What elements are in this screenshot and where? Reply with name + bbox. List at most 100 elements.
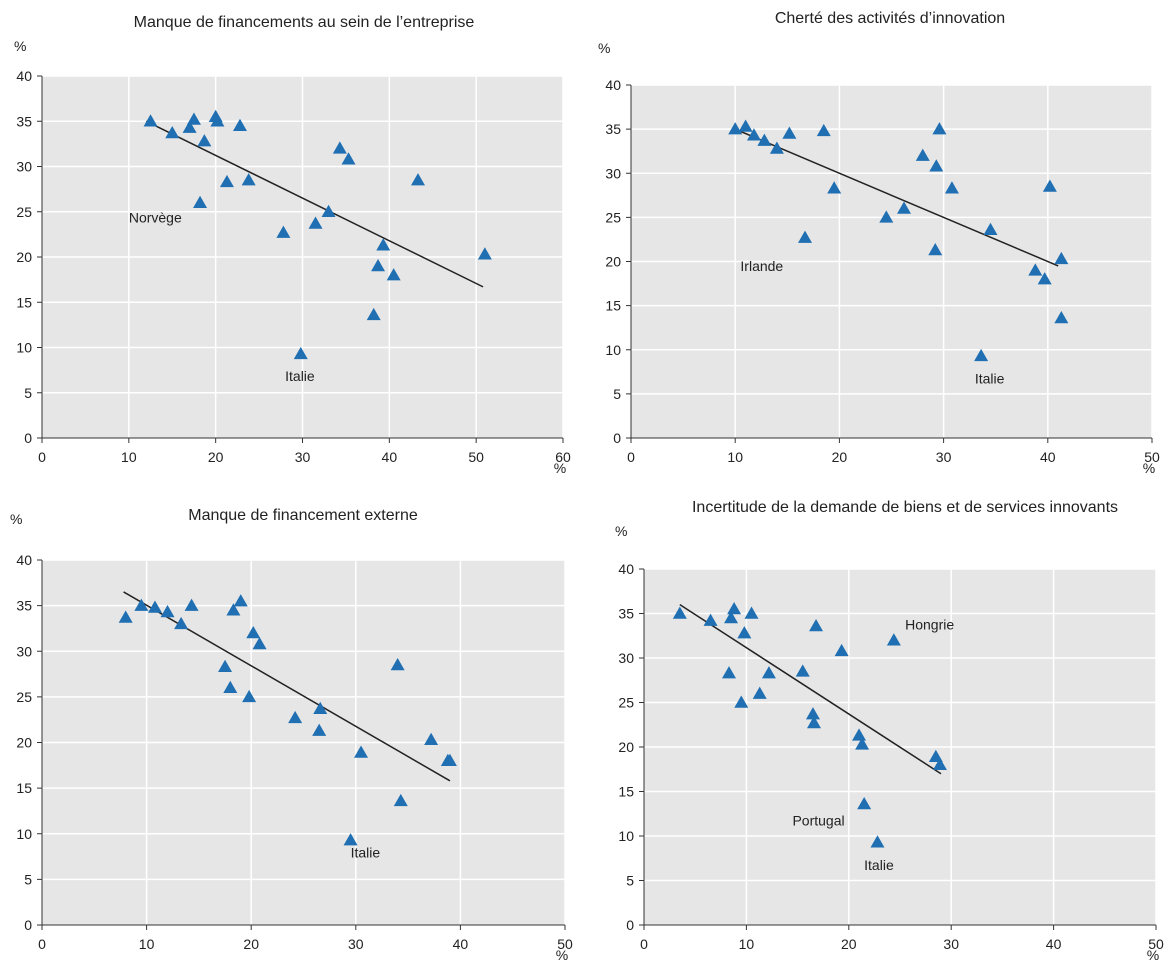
x-tick-label: 20 xyxy=(208,449,224,465)
y-tick-label: 20 xyxy=(618,739,634,755)
data-point-triangle xyxy=(134,598,149,611)
y-tick-label: 15 xyxy=(16,780,32,796)
y-tick-label: 5 xyxy=(626,873,634,889)
data-point-triangle xyxy=(354,745,369,758)
y-tick-label: 35 xyxy=(618,606,634,622)
data-point-triangle xyxy=(223,680,238,693)
scatter-chart-3: 0 10 20 30 40 50 0 5 10 15 20 25 30 35 40% Italie xyxy=(16,552,573,963)
x-tick-label: 0 xyxy=(38,936,46,952)
data-point-triangle xyxy=(782,126,797,139)
y-tick-label: 0 xyxy=(626,917,634,933)
data-point-triangle xyxy=(746,128,761,141)
x-tick-label: 40 xyxy=(1040,449,1056,465)
data-point-triangle xyxy=(852,728,867,741)
scatter-chart-2: 0 10 20 30 40 50 0 5 10 15 20 25 30 35 40% Irlande Itali… xyxy=(605,77,1160,476)
y-tick-label: 40 xyxy=(605,77,621,93)
trend-line xyxy=(734,128,1059,267)
data-point-triangle xyxy=(321,204,336,217)
x-axis-unit: % xyxy=(554,460,566,476)
data-point-triangle xyxy=(1054,310,1069,324)
data-point-triangle xyxy=(233,594,248,607)
data-point-triangle xyxy=(147,600,162,613)
data-point-triangle xyxy=(386,268,401,281)
point-annotation: Italie xyxy=(975,370,1005,386)
data-point-triangle xyxy=(293,346,308,360)
chart-panel-2: Cherté des activités d’innovation % 0 10 2… xyxy=(588,0,1176,485)
trend-line xyxy=(679,603,942,775)
chart-title: Cherté des activités d’innovation xyxy=(774,10,1006,27)
chart-title: Manque de financement externe xyxy=(188,507,418,524)
data-point-triangle xyxy=(897,201,912,214)
data-point-triangle xyxy=(246,626,261,639)
data-point-triangle xyxy=(341,152,356,165)
x-tick-label: 10 xyxy=(727,449,743,465)
data-point-triangle xyxy=(174,616,189,630)
data-point-triangle xyxy=(805,707,820,720)
scatter-chart-1: 0 10 20 30 40 50 60 0 5 10 15 20 25 30 35 40% Norvège Ita… xyxy=(16,68,571,476)
x-tick-label: 20 xyxy=(841,936,857,952)
data-point-triangle xyxy=(728,122,743,135)
data-point-triangle xyxy=(752,686,767,699)
x-tick-label: 0 xyxy=(640,936,648,952)
data-point-triangle xyxy=(915,148,930,161)
data-point-triangle xyxy=(312,723,327,736)
data-point-triangle xyxy=(724,610,739,624)
y-tick-label: 0 xyxy=(613,430,621,446)
x-tick-label: 60 xyxy=(555,449,571,465)
x-tick-label: 50 xyxy=(468,449,484,465)
x-tick-label: 50 xyxy=(1148,936,1164,952)
y-tick-label: 35 xyxy=(16,598,32,614)
data-point-triangle xyxy=(795,664,810,677)
y-tick-label: 25 xyxy=(16,204,32,220)
y-tick-label: 15 xyxy=(605,298,621,314)
data-point-triangle xyxy=(744,606,759,619)
data-point-triangle xyxy=(376,238,391,251)
x-tick-label: 10 xyxy=(739,936,755,952)
scatter-chart-4: 0 10 20 30 40 50 0 5 10 15 20 25 30 35 40% Hongrie Portu… xyxy=(618,561,1164,963)
point-annotation: Italie xyxy=(864,857,894,873)
y-tick-label: 30 xyxy=(605,165,621,181)
y-axis-unit: % xyxy=(10,511,23,527)
data-point-triangle xyxy=(165,126,180,139)
data-point-triangle xyxy=(1037,272,1052,285)
data-point-triangle xyxy=(932,757,947,771)
y-tick-label: 30 xyxy=(16,159,32,175)
chart-title: Manque de financements au sein de l’entr… xyxy=(133,14,475,31)
chart-panel-1: Manque de financements au sein de l’entr… xyxy=(0,0,588,485)
x-tick-label: 30 xyxy=(295,449,311,465)
data-point-triangle xyxy=(390,657,405,671)
data-point-triangle xyxy=(721,666,736,679)
point-annotation: Norvège xyxy=(129,210,182,226)
point-annotation: Irlande xyxy=(740,258,783,274)
data-point-triangle xyxy=(928,243,943,256)
data-point-triangle xyxy=(182,120,197,133)
y-tick-label: 10 xyxy=(16,340,32,356)
x-axis-unit: % xyxy=(556,947,568,963)
data-point-triangle xyxy=(241,173,256,186)
y-tick-label: 30 xyxy=(16,643,32,659)
data-point-triangle xyxy=(857,796,872,810)
y-tick-label: 15 xyxy=(16,294,32,310)
point-annotation: Italie xyxy=(285,368,315,384)
data-point-triangle xyxy=(886,633,901,646)
data-point-triangle xyxy=(276,225,291,238)
data-point-triangle xyxy=(219,174,234,188)
point-annotation: Italie xyxy=(351,844,381,860)
data-point-triangle xyxy=(855,737,870,750)
data-point-triangle xyxy=(313,701,328,714)
x-tick-label: 20 xyxy=(832,449,848,465)
data-point-triangle xyxy=(827,181,842,194)
data-point-triangle xyxy=(366,307,381,321)
y-tick-label: 15 xyxy=(618,784,634,800)
point-annotation: Hongrie xyxy=(905,617,954,633)
data-point-triangle xyxy=(186,112,201,125)
x-tick-label: 10 xyxy=(121,449,137,465)
data-point-triangle xyxy=(252,636,267,650)
data-point-triangle xyxy=(737,626,752,639)
x-tick-label: 0 xyxy=(627,449,635,465)
data-point-triangle xyxy=(197,134,212,147)
point-annotation: Portugal xyxy=(792,812,844,828)
data-point-triangle xyxy=(143,114,158,127)
data-point-triangle xyxy=(1054,251,1069,265)
x-tick-label: 30 xyxy=(936,449,952,465)
